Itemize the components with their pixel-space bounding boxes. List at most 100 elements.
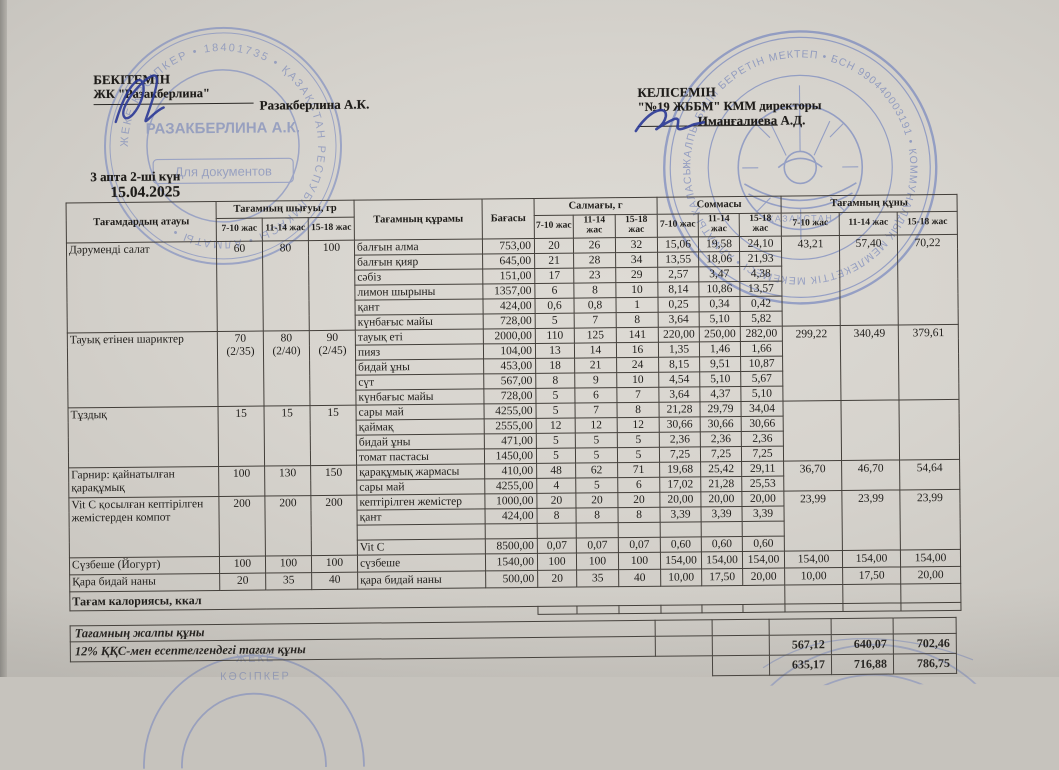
dish-name-cell: Vit C қосылған кептірілген жемістерден к…: [69, 496, 220, 557]
ingredient-price-cell: 424,00: [485, 508, 537, 523]
age-col: 11-14 жас: [573, 215, 615, 238]
ingredient-weight-cell: 7: [574, 313, 616, 328]
ingredient-sum-cell: 18,06: [699, 251, 740, 266]
ingredient-sum-cell: 20,00: [701, 491, 742, 506]
ingredient-price-cell: 2000,00: [483, 328, 535, 343]
ingredient-sum-cell: 9,51: [700, 356, 741, 371]
ingredient-weight-cell: 8: [537, 508, 576, 523]
ingredient-name-cell: күнбағыс майы: [356, 389, 484, 405]
dish-name-cell: Сүзбеше (Йогурт): [69, 556, 219, 574]
ingredient-price-cell: 424,00: [483, 298, 535, 313]
ingredient-sum-cell: 13,57: [740, 281, 782, 296]
ingredient-sum-cell: 10,86: [699, 281, 740, 296]
ingredient-sum-cell: 250,00: [699, 326, 740, 341]
dish-output-cell: 60: [216, 241, 263, 331]
dish-output-cell: 150: [311, 465, 357, 495]
ingredient-price-cell: 2555,00: [484, 418, 536, 433]
ingredient-sum-cell: 220,00: [658, 327, 699, 342]
dish-cost-cell: 36,70: [784, 460, 842, 491]
dish-cost-cell: 43,21: [781, 235, 840, 326]
ingredient-name-cell: қарақұмық жармасы: [357, 464, 485, 480]
ingredient-weight-cell: 5: [536, 448, 575, 463]
ingredient-sum-cell: 24,10: [739, 236, 781, 251]
dish-name-cell: Дәруменді салат: [66, 241, 217, 332]
age-col: 11-14 жас: [839, 212, 897, 235]
ingredient-sum-cell: 282,00: [740, 326, 782, 341]
ingredient-weight-cell: 20: [534, 238, 573, 253]
ingredient-weight-cell: 13: [535, 343, 574, 358]
dish-name-cell: Тауық етінен шариктер: [67, 331, 218, 407]
col-dish-name: Тағамдардың атауы: [66, 202, 216, 243]
ingredient-weight-cell: 5: [536, 388, 575, 403]
ingredient-weight-cell: 10: [616, 282, 658, 297]
ingredient-weight-cell: 0,8: [574, 298, 616, 313]
ingredient-sum-cell: 3,64: [659, 387, 700, 402]
dish-cost-cell: 340,49: [840, 325, 899, 401]
ingredient-sum-cell: 5,67: [741, 371, 783, 386]
col-sum: Соммасы: [657, 196, 781, 214]
ingredient-price-cell: [485, 523, 537, 538]
dish-output-cell: 100: [219, 556, 265, 573]
dish-cost-cell: 54,64: [900, 459, 960, 490]
age-col: 15-18 жас: [739, 213, 781, 236]
col-cost: Тағамның құны: [781, 194, 957, 213]
ingredient-price-cell: 728,00: [484, 388, 536, 403]
ingredient-sum-cell: 21,93: [740, 251, 782, 266]
ingredient-weight-cell: 34: [616, 252, 658, 267]
ingredient-sum-cell: 5,10: [699, 311, 740, 326]
dish-cost-cell: 46,70: [842, 460, 900, 491]
ingredient-weight-cell: 0,07: [618, 537, 660, 552]
ingredient-sum-cell: 3,39: [701, 506, 742, 521]
dish-cost-cell: 154,00: [842, 550, 900, 568]
ingredient-price-cell: 1450,00: [484, 448, 536, 463]
ingredient-name-cell: Vit C: [357, 539, 485, 555]
ingredient-weight-cell: 17: [535, 268, 574, 283]
ingredient-weight-cell: 8: [576, 508, 618, 523]
ingredient-name-cell: сәбіз: [355, 269, 483, 285]
ingredient-price-cell: 471,00: [484, 433, 536, 448]
ingredient-weight-cell: 5: [617, 432, 659, 447]
col-composition: Тағамның құрамы: [354, 199, 482, 240]
ingredient-sum-cell: 1,46: [699, 341, 740, 356]
ingredient-sum-cell: 20,00: [660, 492, 701, 507]
ingredient-sum-cell: 154,00: [660, 552, 701, 569]
ingredient-sum-cell: 34,04: [741, 401, 783, 416]
ingredient-weight-cell: 5: [575, 448, 617, 463]
ingredient-sum-cell: 17,02: [660, 477, 701, 492]
dish-output-cell: 90 (2/45): [309, 330, 356, 405]
ingredient-name-cell: күнбағыс майы: [355, 314, 483, 330]
scanned-menu-document: { "approval_left": { "title": "БЕКІТЕМІН…: [0, 0, 1059, 677]
ingredient-sum-cell: 7,25: [741, 446, 783, 461]
ingredient-sum-cell: 0,25: [658, 297, 699, 312]
ingredient-sum-cell: 3,47: [699, 266, 740, 281]
age-col: 11-14 жас: [698, 213, 739, 236]
ingredient-weight-cell: 40: [619, 569, 661, 586]
dish-cost-cell: [899, 399, 960, 460]
ingredient-weight-cell: 6: [575, 388, 617, 403]
ingredient-weight-cell: 12: [617, 417, 659, 432]
ingredient-sum-cell: 2,36: [659, 432, 700, 447]
ingredient-sum-cell: 3,39: [742, 506, 784, 521]
dish-cost-cell: 154,00: [900, 549, 960, 567]
ingredient-sum-cell: 154,00: [742, 551, 784, 568]
ingredient-sum-cell: 20,00: [743, 568, 785, 585]
ingredient-price-cell: 151,00: [483, 268, 535, 283]
dish-cost-cell: 57,40: [839, 235, 898, 326]
ingredient-sum-cell: 0,34: [699, 296, 740, 311]
ingredient-sum-cell: 25,53: [742, 476, 784, 491]
menu-table: Тағамдардың атауы Тағамның шығуы, гр Тағ…: [66, 194, 962, 619]
dish-cost-cell: 10,00: [785, 567, 843, 585]
age-col: 15-18 жас: [308, 217, 354, 240]
ingredient-sum-cell: 0,60: [660, 537, 701, 552]
ingredient-name-cell: [357, 524, 485, 540]
ingredient-name-cell: томат пастасы: [356, 449, 484, 465]
ingredient-sum-cell: 30,66: [700, 416, 741, 431]
ingredient-weight-cell: 26: [573, 238, 615, 253]
ingredient-name-cell: қаймақ: [356, 419, 484, 435]
ingredient-sum-cell: 0,42: [740, 296, 782, 311]
col-output: Тағамның шығуы, гр: [216, 200, 354, 218]
ingredient-weight-cell: 16: [616, 342, 658, 357]
ingredient-weight-cell: [537, 523, 576, 538]
ingredient-sum-cell: [660, 522, 701, 537]
